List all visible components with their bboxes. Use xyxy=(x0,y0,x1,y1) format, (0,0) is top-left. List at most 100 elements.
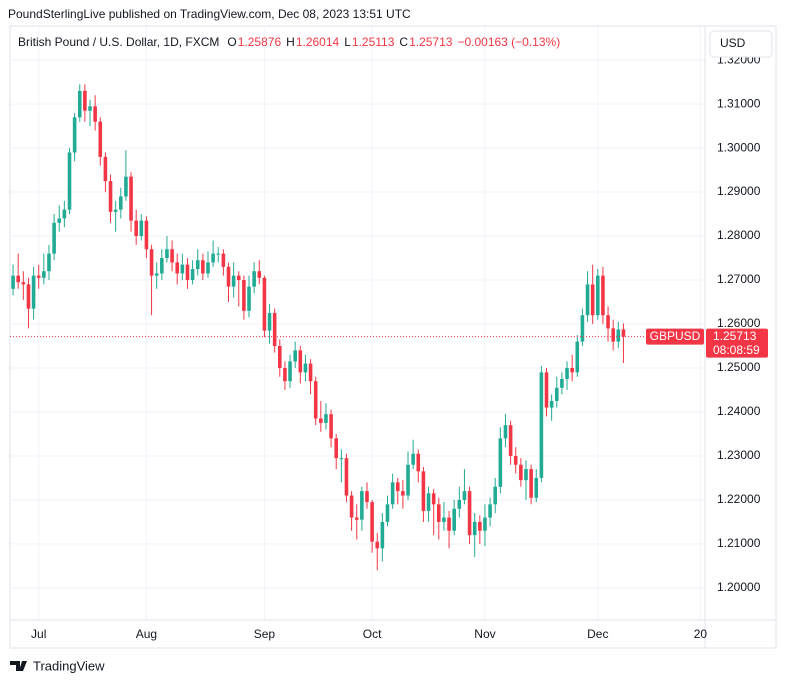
candle-body xyxy=(426,493,431,511)
candle-body xyxy=(180,264,185,274)
symbol-tag xyxy=(646,328,704,345)
candle-body xyxy=(62,209,67,219)
candle-body xyxy=(549,400,554,408)
countdown: 08:08:59 xyxy=(713,343,760,357)
candle-body xyxy=(575,341,580,373)
candle-body xyxy=(406,464,410,496)
candle-body xyxy=(565,367,569,379)
candle-body xyxy=(288,361,292,382)
candle-body xyxy=(129,176,133,221)
ohlc-letter: H xyxy=(286,35,295,49)
candle-body xyxy=(277,345,282,368)
currency[interactable]: USD xyxy=(720,36,746,50)
candle-body xyxy=(621,329,626,337)
candle-body xyxy=(185,264,190,281)
candle-body xyxy=(431,493,436,505)
candle-body xyxy=(93,106,97,122)
candle-body xyxy=(298,350,303,373)
candle-body xyxy=(478,521,482,531)
axes: 1.20000 1.21000 1.22000 1.23000 1.24000 1.250… xyxy=(31,52,761,641)
candle-body xyxy=(519,464,523,481)
price-tag xyxy=(706,328,768,358)
ohlc-letter: O xyxy=(227,35,236,49)
candle-body xyxy=(31,275,36,309)
x-tick-label: 20 xyxy=(694,627,708,641)
candle-body xyxy=(580,315,585,342)
candle-body xyxy=(139,220,144,237)
candle-body xyxy=(149,249,154,276)
candle-body xyxy=(236,275,241,281)
candle-body xyxy=(108,181,113,212)
candle-body xyxy=(195,260,200,270)
candle-body xyxy=(113,209,118,212)
candle-body xyxy=(360,491,364,520)
candle-body xyxy=(160,258,164,274)
candle-body xyxy=(42,271,46,278)
y-tick-label: 1.22000 xyxy=(717,492,761,506)
candle-body xyxy=(319,418,323,423)
candle-body xyxy=(508,425,513,456)
candle-body xyxy=(442,517,446,522)
candle-body xyxy=(421,471,426,511)
candle-body xyxy=(88,106,92,111)
candle-body xyxy=(365,491,369,503)
candle-body xyxy=(293,350,297,362)
candle-body xyxy=(524,469,528,481)
candle-body xyxy=(554,387,559,401)
candle-body xyxy=(175,262,180,274)
candle-body xyxy=(98,121,103,157)
candle-body xyxy=(488,504,492,518)
y-tick-label: 1.30000 xyxy=(717,140,761,154)
x-tick-label: Oct xyxy=(363,627,382,641)
candle-body xyxy=(329,414,333,439)
brand-name: TradingView xyxy=(33,658,105,673)
candle-body xyxy=(67,152,72,210)
candle-body xyxy=(375,541,380,549)
y-tick-label: 1.20000 xyxy=(717,580,761,594)
y-tick-label: 1.29000 xyxy=(717,184,761,198)
grid xyxy=(10,26,705,620)
ohlc-letter: L xyxy=(344,35,351,49)
candle-body xyxy=(103,156,108,182)
candle-body xyxy=(21,282,26,285)
candle-body xyxy=(349,495,354,518)
candle-body xyxy=(221,253,226,267)
candle-body xyxy=(390,482,395,505)
x-tick-label: Aug xyxy=(136,627,157,641)
candle-body xyxy=(201,260,205,274)
candle-body xyxy=(380,521,385,549)
candle-body xyxy=(344,458,349,496)
candle-body xyxy=(226,266,231,287)
currency-button[interactable] xyxy=(709,30,773,58)
candle-body xyxy=(570,367,574,373)
candle-body xyxy=(52,222,56,254)
candle-body xyxy=(596,275,600,316)
candle-body xyxy=(513,455,518,465)
candle-body xyxy=(77,90,82,118)
candle-body xyxy=(47,253,51,272)
candle-body xyxy=(36,275,41,278)
candle-body xyxy=(493,486,498,505)
candle-body xyxy=(72,117,77,153)
ohlc-value: 1.25876 xyxy=(238,35,282,49)
candle-body xyxy=(401,491,405,496)
candle-body xyxy=(462,491,467,500)
candle-body xyxy=(170,249,174,263)
candle-body xyxy=(385,504,390,522)
brand-logo xyxy=(10,661,27,671)
candle-body xyxy=(83,90,87,111)
candle-body xyxy=(585,284,590,316)
candle-body xyxy=(339,458,344,460)
candle-body xyxy=(483,517,487,531)
candle-body xyxy=(272,313,277,346)
candle-body xyxy=(252,271,256,287)
y-tick-label: 1.23000 xyxy=(717,448,761,462)
candle-body xyxy=(560,378,564,388)
candle-body xyxy=(447,517,451,531)
y-tick-label: 1.26000 xyxy=(717,316,761,330)
candle-body xyxy=(303,363,308,373)
candle-body xyxy=(606,315,610,329)
candle-body xyxy=(503,425,508,439)
